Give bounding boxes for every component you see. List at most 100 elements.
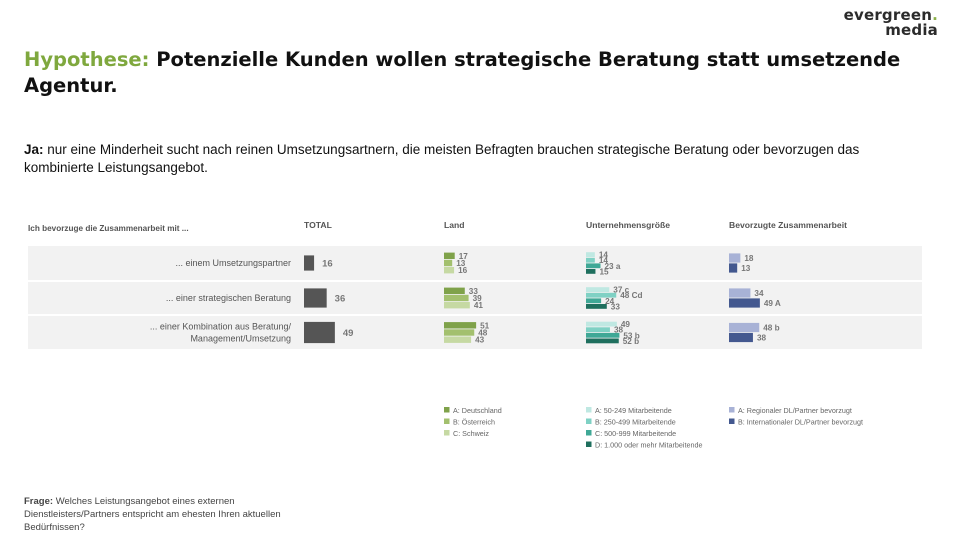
data-label: 17 [459,252,469,261]
bar-land-2 [444,294,469,302]
data-label: 48 [478,328,488,337]
bar-land-1 [444,322,477,329]
data-label: 49 [343,328,354,339]
legend-swatch [444,407,450,413]
bar-bevorzugte-zusammenarbeit-1 [729,253,741,263]
page-title: Hypothese: Potenzielle Kunden wollen str… [24,47,904,99]
bar-bevorzugte-zusammenarbeit-1 [729,322,760,333]
logo-line-1: evergreen [843,6,933,24]
data-label: 23 a [604,262,620,271]
grouped-bar-chart: Ich bevorzuge die Zusammenarbeit mit ...… [28,220,922,450]
logo-dot: . [932,6,938,24]
lead-body: nur eine Minderheit sucht nach reinen Um… [24,142,860,175]
legend-label: B: Österreich [453,418,495,427]
bar-land-2 [444,329,475,336]
row-background [28,282,922,314]
data-label: 52 b [623,337,639,346]
legend-swatch [444,430,450,436]
data-label: 48 b [763,323,779,332]
bar-unternehmensgr-e-3 [586,332,620,338]
bar-total-1 [304,321,335,344]
data-label: 34 [754,289,764,298]
legend-swatch [729,418,735,424]
data-label: 38 [614,326,624,335]
group-header-total: TOTAL [304,220,332,230]
legend-swatch [586,418,592,424]
bar-land-3 [444,336,472,343]
legend-label: C: 500-999 Mitarbeitende [595,429,676,438]
footnote-text: Welches Leistungsangebot eines externen … [24,496,281,533]
data-label: 41 [474,301,484,310]
category-label: ... einer Kombination aus Beratung/ [150,322,292,332]
bar-unternehmensgr-e-2 [586,327,610,333]
bar-land-1 [444,252,455,259]
title-highlight: Hypothese: [24,48,150,71]
category-label: ... einer strategischen Beratung [166,293,291,303]
legend-label: B: Internationaler DL/Partner bevorzugt [738,418,863,427]
data-label: 24 [605,297,615,306]
data-label: 43 [475,336,485,345]
data-label: 38 [757,333,767,342]
bar-land-2 [444,259,453,267]
bar-unternehmensgr-e-3 [586,263,601,269]
data-label: 39 [473,294,483,303]
bar-bevorzugte-zusammenarbeit-2 [729,263,738,273]
legend-label: A: 50-249 Mitarbeitende [595,406,672,415]
row-background [28,316,922,349]
bar-total-1 [304,255,315,271]
data-label: 49 [621,320,631,329]
group-header-bevorzugte-zusammenarbeit: Bevorzugte Zusammenarbeit [729,220,847,230]
data-label: 53 b [623,331,639,340]
data-label: 16 [322,258,333,269]
bar-land-1 [444,287,465,294]
data-label: 13 [456,259,466,268]
data-label: 33 [611,302,621,311]
bar-unternehmensgr-e-4 [586,338,619,344]
data-label: 48 Cd [620,291,642,300]
category-label: ... einem Umsetzungspartner [175,258,291,268]
bar-unternehmensgr-e-4 [586,269,596,274]
data-label: 18 [744,254,754,263]
bar-unternehmensgr-e-2 [586,292,617,298]
data-label: 37 c [613,286,629,295]
group-header-unternehmensgr-e: Unternehmensgröße [586,220,670,230]
legend-swatch [444,418,450,424]
bar-bevorzugte-zusammenarbeit-2 [729,298,760,308]
legend-label: C: Schweiz [453,429,489,438]
evergreen-media-logo: evergreen. media [844,8,938,38]
legend-label: B: 250-499 Mitarbeitende [595,418,676,427]
chart-question: Ich bevorzuge die Zusammenarbeit mit ... [28,224,189,233]
data-label: 15 [599,267,609,276]
legend-swatch [586,407,592,413]
legend-swatch [586,430,592,436]
legend-swatch [729,407,735,413]
title-text: Potenzielle Kunden wollen strategische B… [24,48,901,97]
legend-label: A: Deutschland [453,406,502,415]
logo-line-2: media [885,21,938,39]
bar-unternehmensgr-e-1 [586,321,617,327]
bar-bevorzugte-zusammenarbeit-1 [729,288,751,298]
group-header-land: Land [444,220,465,230]
bar-unternehmensgr-e-3 [586,298,602,304]
data-label: 51 [480,321,490,330]
data-label: 13 [741,264,751,273]
footnote: Frage: Welches Leistungsangebot eines ex… [24,495,314,534]
bar-unternehmensgr-e-1 [586,252,595,257]
data-label: 14 [599,251,609,260]
lead-text: Ja: nur eine Minderheit sucht nach reine… [24,141,904,177]
bar-land-3 [444,302,470,309]
data-label: 49 A [764,299,781,308]
data-label: 36 [335,293,346,304]
bar-unternehmensgr-e-4 [586,304,607,309]
bar-total-1 [304,288,327,308]
legend-swatch [586,441,592,447]
bar-unternehmensgr-e-2 [586,257,595,263]
data-label: 16 [458,266,468,275]
legend-label: D: 1.000 oder mehr Mitarbeitende [595,441,702,450]
data-label: 33 [469,287,479,296]
bar-land-3 [444,267,455,274]
legend-label: A: Regionaler DL/Partner bevorzugt [738,406,852,415]
footnote-bold: Frage: [24,496,54,507]
category-label: Management/Umsetzung [190,334,291,344]
lead-bold: Ja: [24,142,44,157]
